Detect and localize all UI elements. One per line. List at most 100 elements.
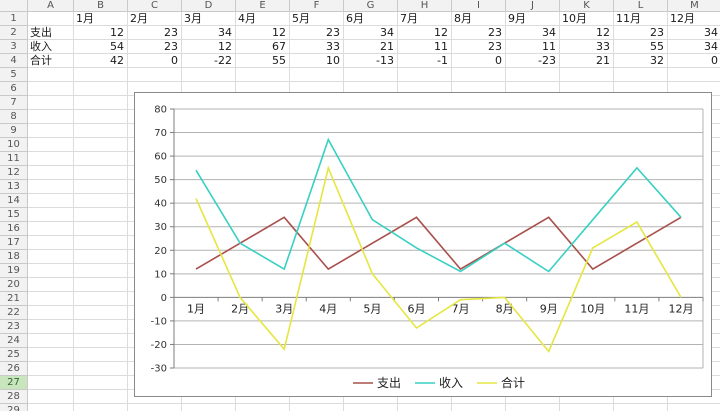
cell-M3[interactable]: 34	[668, 40, 720, 54]
cell-A18[interactable]	[28, 250, 74, 264]
cell-I4[interactable]: 0	[452, 54, 506, 68]
row-header-22[interactable]: 22	[0, 306, 28, 320]
cell-G5[interactable]	[344, 68, 398, 82]
row-header-7[interactable]: 7	[0, 96, 28, 110]
cell-H2[interactable]: 12	[398, 26, 452, 40]
row-header-4[interactable]: 4	[0, 54, 28, 68]
cell-K29[interactable]	[560, 404, 614, 411]
cell-K4[interactable]: 21	[560, 54, 614, 68]
cell-J5[interactable]	[506, 68, 560, 82]
column-header-J[interactable]: J	[506, 0, 560, 12]
cell-F29[interactable]	[290, 404, 344, 411]
cell-B5[interactable]	[74, 68, 128, 82]
cell-L1[interactable]: 11月	[614, 12, 668, 26]
cell-M29[interactable]	[668, 404, 720, 411]
cell-C2[interactable]: 23	[128, 26, 182, 40]
cell-A4[interactable]: 合计	[28, 54, 74, 68]
cell-B8[interactable]	[74, 110, 128, 124]
cell-E3[interactable]: 67	[236, 40, 290, 54]
row-header-18[interactable]: 18	[0, 250, 28, 264]
cell-A27[interactable]	[28, 376, 74, 390]
cell-A25[interactable]	[28, 348, 74, 362]
cell-A1[interactable]	[28, 12, 74, 26]
cell-E1[interactable]: 4月	[236, 12, 290, 26]
cell-B16[interactable]	[74, 222, 128, 236]
cell-I2[interactable]: 23	[452, 26, 506, 40]
cell-B7[interactable]	[74, 96, 128, 110]
cell-H29[interactable]	[398, 404, 452, 411]
cell-A24[interactable]	[28, 334, 74, 348]
column-header-G[interactable]: G	[344, 0, 398, 12]
cell-A2[interactable]: 支出	[28, 26, 74, 40]
cell-F2[interactable]: 23	[290, 26, 344, 40]
cell-B23[interactable]	[74, 320, 128, 334]
cell-M2[interactable]: 34	[668, 26, 720, 40]
cell-I1[interactable]: 8月	[452, 12, 506, 26]
cell-A6[interactable]	[28, 82, 74, 96]
row-header-9[interactable]: 9	[0, 124, 28, 138]
cell-J4[interactable]: -23	[506, 54, 560, 68]
cell-B13[interactable]	[74, 180, 128, 194]
cell-A23[interactable]	[28, 320, 74, 334]
cell-G1[interactable]: 6月	[344, 12, 398, 26]
cell-I3[interactable]: 23	[452, 40, 506, 54]
cell-B28[interactable]	[74, 390, 128, 404]
cell-K1[interactable]: 10月	[560, 12, 614, 26]
cell-B9[interactable]	[74, 124, 128, 138]
cell-D3[interactable]: 12	[182, 40, 236, 54]
cell-G3[interactable]: 21	[344, 40, 398, 54]
row-header-15[interactable]: 15	[0, 208, 28, 222]
cell-A28[interactable]	[28, 390, 74, 404]
cell-C29[interactable]	[128, 404, 182, 411]
cell-A21[interactable]	[28, 292, 74, 306]
cell-B26[interactable]	[74, 362, 128, 376]
cell-D5[interactable]	[182, 68, 236, 82]
cell-F4[interactable]: 10	[290, 54, 344, 68]
cell-L5[interactable]	[614, 68, 668, 82]
column-header-C[interactable]: C	[128, 0, 182, 12]
cell-L4[interactable]: 32	[614, 54, 668, 68]
cell-H3[interactable]: 11	[398, 40, 452, 54]
cell-A12[interactable]	[28, 166, 74, 180]
cell-A29[interactable]	[28, 404, 74, 411]
cell-E29[interactable]	[236, 404, 290, 411]
cell-K5[interactable]	[560, 68, 614, 82]
cell-B2[interactable]: 12	[74, 26, 128, 40]
row-header-25[interactable]: 25	[0, 348, 28, 362]
cell-A14[interactable]	[28, 194, 74, 208]
row-header-27[interactable]: 27	[0, 376, 28, 390]
row-header-10[interactable]: 10	[0, 138, 28, 152]
cell-B10[interactable]	[74, 138, 128, 152]
cell-G4[interactable]: -13	[344, 54, 398, 68]
cell-A17[interactable]	[28, 236, 74, 250]
column-header-A[interactable]: A	[28, 0, 74, 12]
column-header-K[interactable]: K	[560, 0, 614, 12]
cell-A20[interactable]	[28, 278, 74, 292]
row-header-5[interactable]: 5	[0, 68, 28, 82]
row-header-17[interactable]: 17	[0, 236, 28, 250]
column-header-B[interactable]: B	[74, 0, 128, 12]
cell-E2[interactable]: 12	[236, 26, 290, 40]
row-header-26[interactable]: 26	[0, 362, 28, 376]
cell-A9[interactable]	[28, 124, 74, 138]
row-header-21[interactable]: 21	[0, 292, 28, 306]
cell-C4[interactable]: 0	[128, 54, 182, 68]
cell-L3[interactable]: 55	[614, 40, 668, 54]
cell-A10[interactable]	[28, 138, 74, 152]
cell-K2[interactable]: 12	[560, 26, 614, 40]
cell-B25[interactable]	[74, 348, 128, 362]
cell-A16[interactable]	[28, 222, 74, 236]
row-header-14[interactable]: 14	[0, 194, 28, 208]
cell-C5[interactable]	[128, 68, 182, 82]
cell-F1[interactable]: 5月	[290, 12, 344, 26]
cell-H4[interactable]: -1	[398, 54, 452, 68]
chart-object[interactable]: 80 70 60 50 40 30 20 10 0 -10 -20 -30 1月 2月 3月 4月 5月 6月 7月…	[134, 92, 712, 397]
cell-M4[interactable]: 0	[668, 54, 720, 68]
cell-A7[interactable]	[28, 96, 74, 110]
cell-A19[interactable]	[28, 264, 74, 278]
cell-B1[interactable]: 1月	[74, 12, 128, 26]
row-header-8[interactable]: 8	[0, 110, 28, 124]
cell-A5[interactable]	[28, 68, 74, 82]
row-header-29[interactable]: 29	[0, 404, 28, 411]
cell-B3[interactable]: 54	[74, 40, 128, 54]
